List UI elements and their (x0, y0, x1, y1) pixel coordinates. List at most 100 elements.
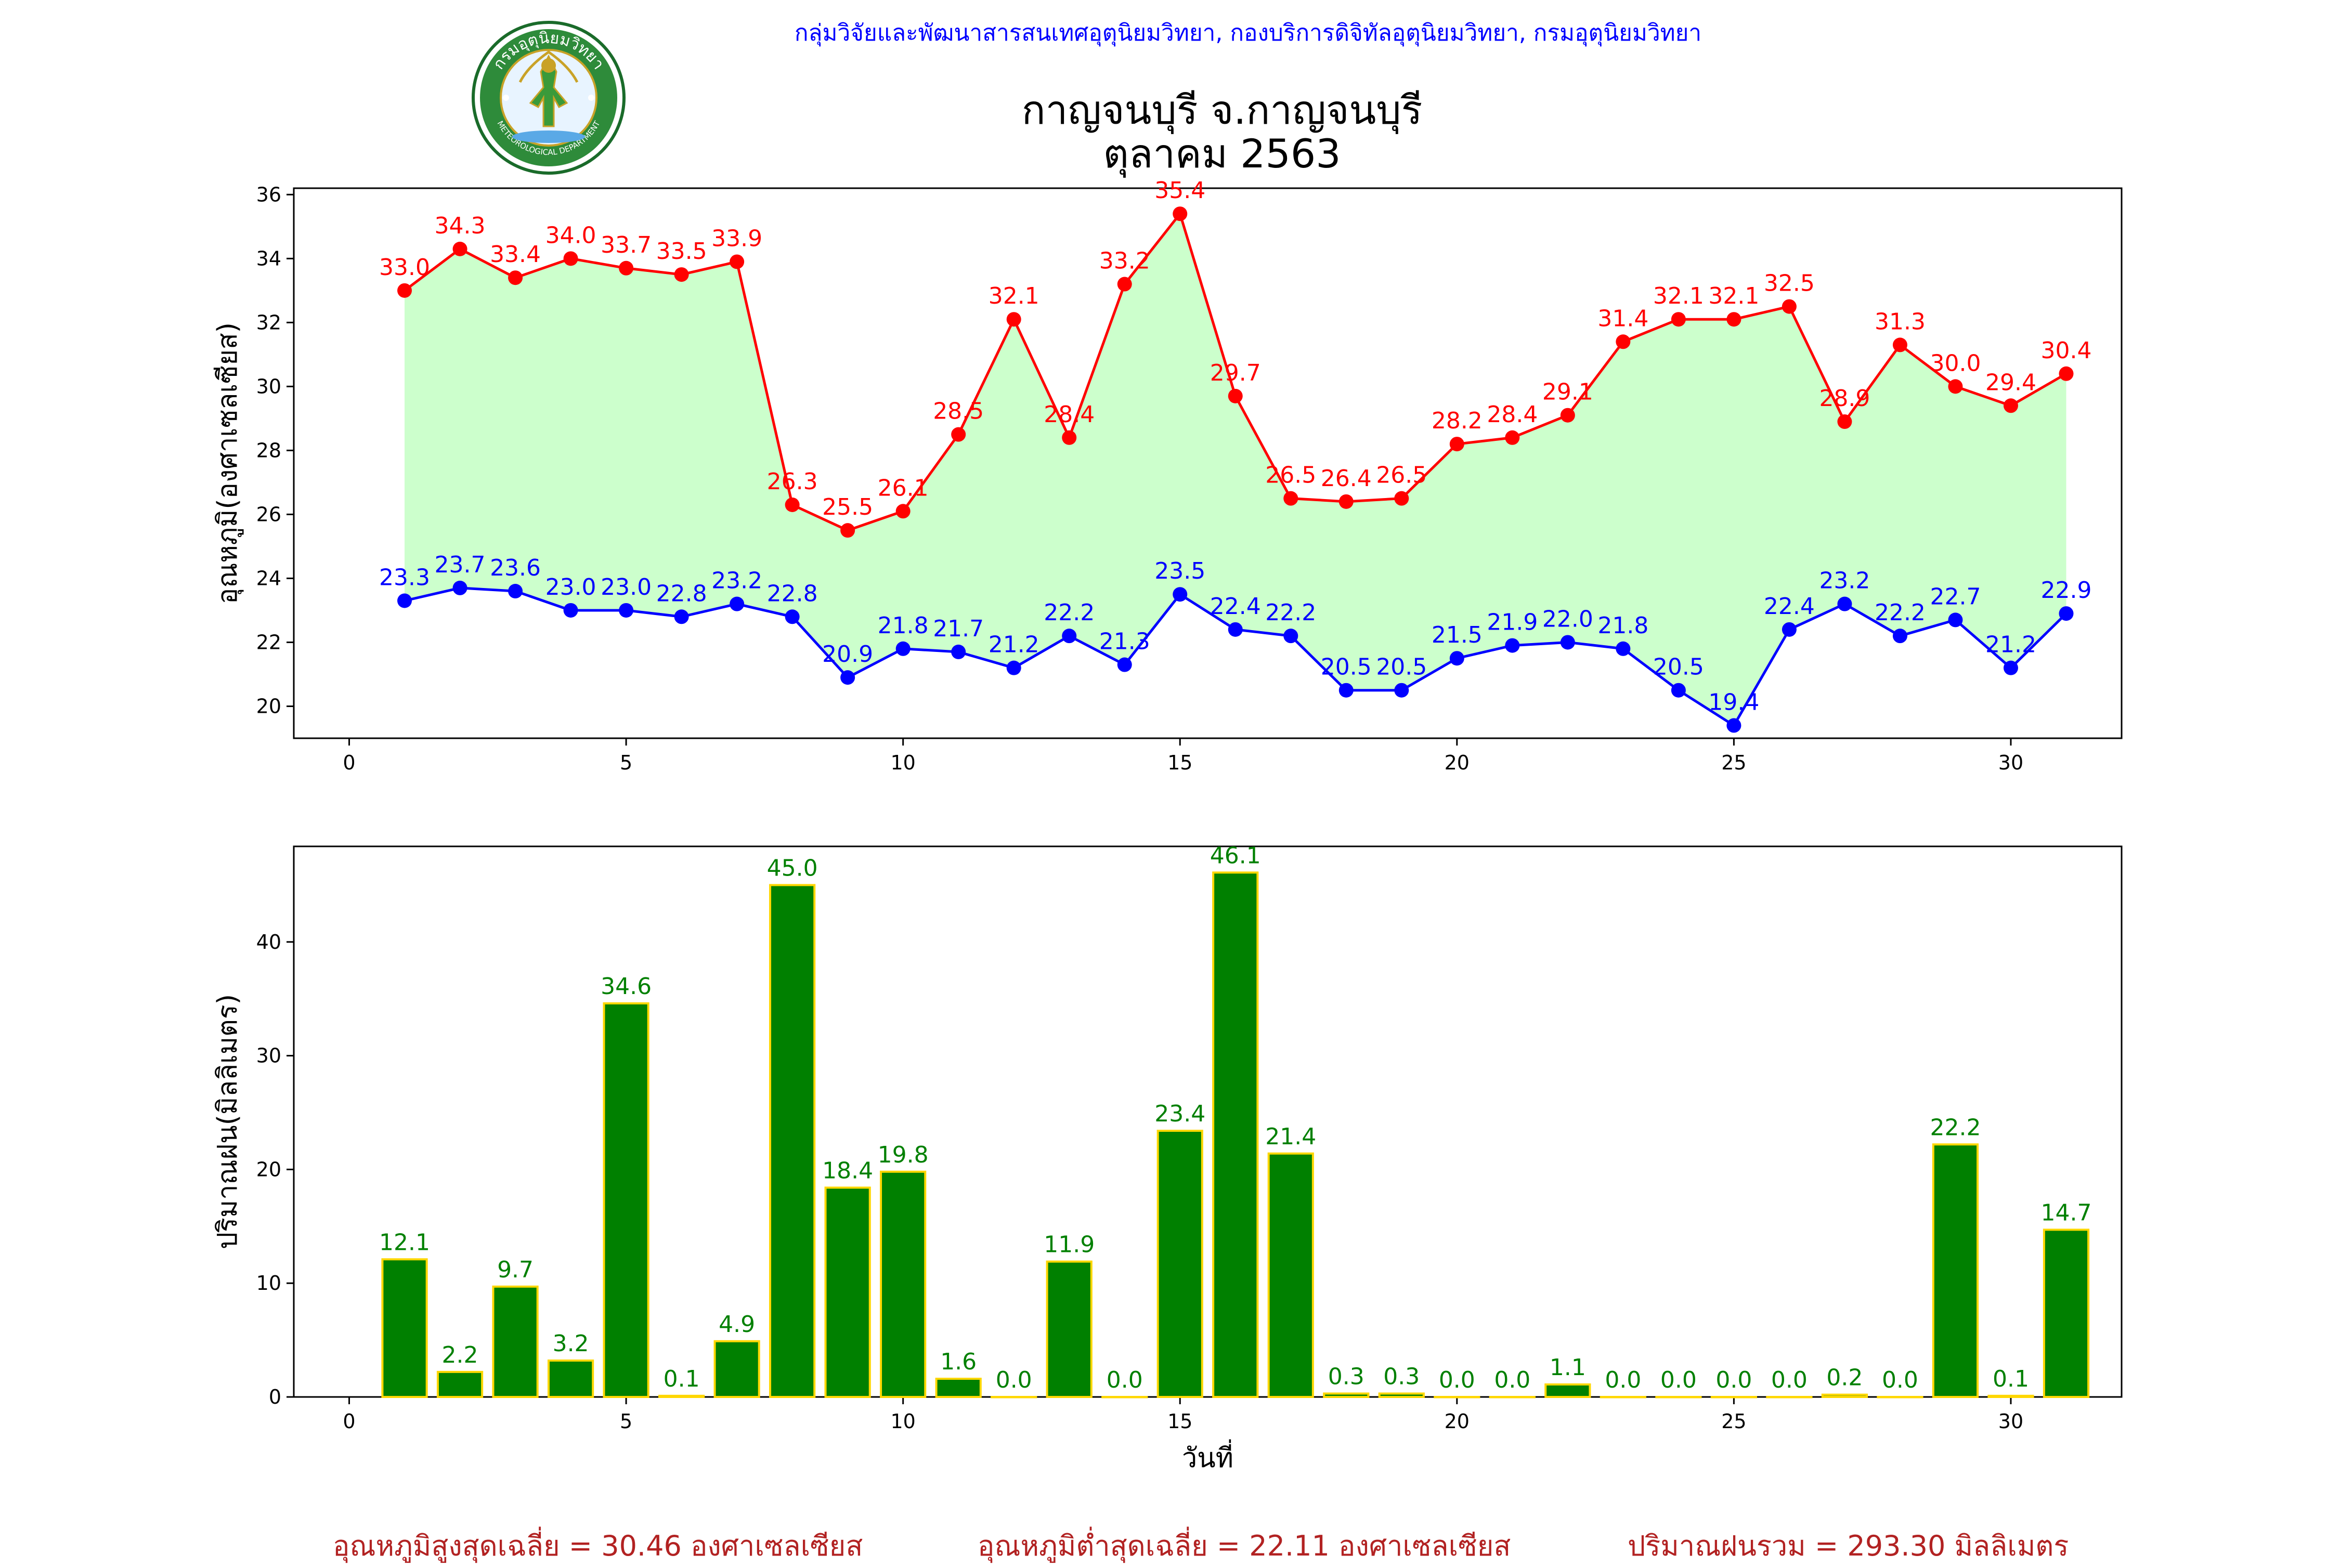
tmin-point (1671, 683, 1686, 698)
tmin-point (1505, 638, 1520, 653)
rain-x-tick-label: 10 (890, 1410, 915, 1433)
rain-x-tick-label: 5 (620, 1410, 632, 1433)
tmax-point (730, 254, 745, 269)
tmax-value-label: 28.2 (1432, 408, 1483, 434)
temp-plot-frame (293, 187, 2123, 739)
tmax-point (563, 251, 578, 266)
tmin-point (951, 644, 966, 659)
temp-y-tick-label: 34 (256, 247, 281, 270)
rain-x-tick-label: 30 (1998, 1410, 2023, 1433)
rain-bar (658, 1394, 705, 1399)
tmax-point (840, 523, 855, 538)
rain-x-tick-label: 15 (1167, 1410, 1192, 1433)
tmax-point (1892, 337, 1907, 352)
tmax-point (1948, 379, 1963, 394)
rain-bar (1046, 1260, 1093, 1398)
tmin-point (1726, 718, 1741, 733)
tmax-value-label: 31.3 (1875, 308, 1926, 335)
temp-y-tick-label: 26 (256, 503, 281, 526)
rain-bar (603, 1002, 649, 1398)
tmin-point (1837, 596, 1852, 611)
tmax-value-label: 29.1 (1542, 379, 1593, 406)
rain-value-label: 0.0 (1660, 1367, 1697, 1393)
rain-value-label: 0.2 (1826, 1365, 1863, 1391)
temperature-range-fill (405, 214, 2066, 726)
tmin-point (730, 596, 745, 611)
tmin-value-label: 21.2 (1985, 632, 2036, 658)
rain-bar (1378, 1392, 1425, 1399)
tmax-value-label: 32.1 (1708, 283, 1759, 309)
tmin-point (1283, 629, 1298, 644)
tmax-value-label: 28.9 (1819, 385, 1870, 412)
temp-x-tick-label: 30 (1998, 751, 2023, 774)
tmax-value-label: 29.7 (1210, 360, 1261, 386)
tmin-point (397, 593, 412, 608)
rain-x-tick-label: 20 (1445, 1410, 1470, 1433)
chart-title: กาญจนบุรี จ.กาญจนบุรี ตุลาคม 2563 (728, 88, 1716, 176)
temp-y-tick-label: 32 (256, 311, 281, 334)
tmax-point (1173, 206, 1188, 221)
tmin-value-label: 20.5 (1653, 654, 1704, 681)
tmax-point (1449, 437, 1464, 452)
rain-plot-frame (293, 845, 2123, 1398)
temp-x-tick-label: 15 (1167, 751, 1192, 774)
tmin-average-text: อุณหภูมิต่ำสุดเฉลี่ย = 22.11 องศาเซลเซีย… (978, 1530, 1511, 1562)
tmin-value-label: 22.2 (1875, 599, 1926, 626)
tmin-value-label: 23.6 (490, 555, 541, 581)
temp-x-tick-label: 0 (343, 751, 355, 774)
rain-value-label: 21.4 (1265, 1123, 1316, 1150)
tmax-point (1283, 491, 1298, 506)
tmax-point (2059, 366, 2074, 381)
rain-value-label: 0.3 (1383, 1363, 1420, 1390)
tmin-value-label: 23.3 (379, 565, 430, 591)
tmax-point (1616, 334, 1631, 349)
tmax-value-label: 32.5 (1764, 270, 1815, 297)
tmin-value-label: 23.2 (711, 568, 762, 594)
tmax-point (1062, 430, 1077, 445)
tmax-value-label: 33.4 (490, 241, 541, 268)
tmax-value-label: 33.5 (656, 238, 707, 265)
tmax-point (1505, 430, 1520, 445)
temp-y-tick-label: 30 (256, 375, 281, 398)
header-credit: กลุ่มวิจัยและพัฒนาสารสนเทศอุตุนิยมวิทยา,… (794, 20, 1702, 46)
tmin-point (1173, 587, 1188, 602)
tmax-value-label: 25.5 (822, 494, 873, 520)
tmin-value-label: 23.0 (545, 574, 596, 600)
tmin-value-label: 23.7 (435, 552, 486, 578)
tmin-value-label: 23.5 (1154, 558, 1205, 584)
tmin-value-label: 22.7 (1930, 583, 1981, 610)
rain-bar (492, 1285, 539, 1399)
tmax-value-label: 26.3 (767, 468, 818, 495)
rain-value-label: 1.1 (1550, 1354, 1586, 1381)
rain-value-label: 0.1 (664, 1366, 700, 1392)
tmax-point (951, 427, 966, 442)
tmin-point (2059, 606, 2074, 621)
tmax-point (2003, 398, 2018, 413)
tmax-value-label: 35.4 (1154, 177, 1205, 204)
rain-bar (769, 884, 816, 1398)
tmax-value-label: 30.0 (1930, 350, 1981, 376)
rain-bar (436, 1370, 484, 1398)
tmin-point (1892, 629, 1907, 644)
tmax-value-label: 26.4 (1321, 465, 1372, 492)
rain-total-text: ปริมาณฝนรวม = 293.30 มิลลิเมตร (1628, 1530, 2069, 1562)
rain-bar (935, 1377, 982, 1398)
tmax-value-label: 34.0 (545, 222, 596, 249)
tmin-point (1449, 651, 1464, 666)
tmax-value-label: 28.4 (1487, 401, 1538, 428)
rain-y-tick-label: 40 (256, 931, 281, 953)
temp-y-axis-label: อุณหภูมิ(องศาเซลเซียส) (212, 322, 244, 604)
tmin-point (1782, 622, 1797, 637)
tmin-value-label: 21.8 (878, 612, 929, 639)
tmax-value-label: 26.1 (878, 475, 929, 501)
rain-bar (381, 1258, 428, 1398)
rain-bar (547, 1359, 594, 1398)
rain-bar (824, 1186, 871, 1399)
tmax-point (785, 497, 800, 512)
tmin-value-label: 19.4 (1708, 689, 1759, 715)
tmax-value-label: 32.1 (989, 283, 1039, 309)
rain-x-tick-label: 25 (1721, 1410, 1746, 1433)
tmax-value-label: 32.1 (1653, 283, 1704, 309)
rain-y-axis-label: ปริมาณฝน(มิลลิเมตร) (212, 994, 243, 1249)
